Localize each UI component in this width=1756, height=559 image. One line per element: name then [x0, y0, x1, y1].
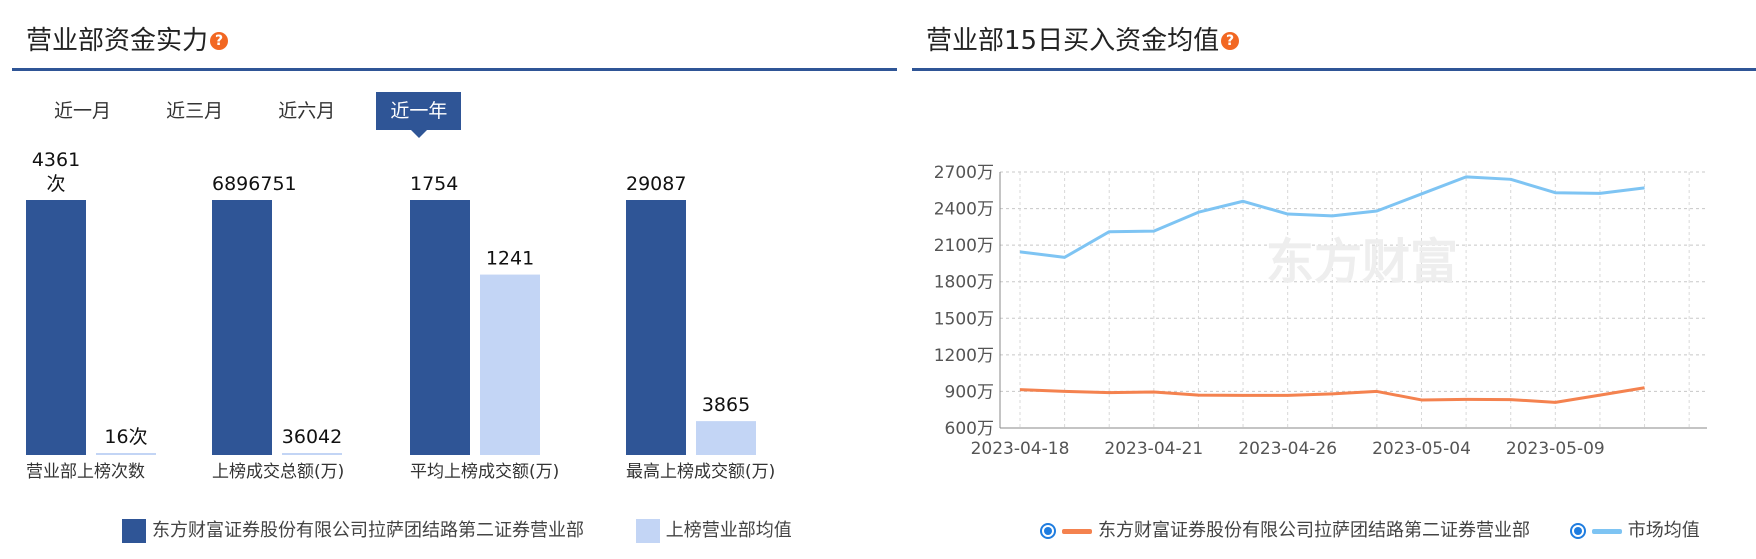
legend-label-branch: 东方财富证券股份有限公司拉萨团结路第二证券营业部: [152, 520, 584, 541]
radio-icon[interactable]: [1040, 523, 1056, 539]
bar-legend: 东方财富证券股份有限公司拉萨团结路第二证券营业部 上榜营业部均值: [122, 516, 838, 543]
data-label-average: 16次: [104, 426, 147, 448]
line-chart: 600万 900万 1200万 1500万 1800万 2100万 2400万 2700万 20…: [934, 163, 1707, 459]
tab-1y[interactable]: 近一年: [376, 92, 462, 138]
tab-3m[interactable]: 近三月: [166, 100, 224, 122]
legend-label-average: 上榜营业部均值: [665, 520, 792, 541]
y-tick-label: 2700万: [934, 163, 994, 183]
radio-icon[interactable]: [1569, 523, 1586, 539]
buy-avg-panel: 营业部15日买入资金均值? 600万 900万 1200万 1500万 1800万 210…: [912, 0, 1756, 559]
x-tick-label: 2023-04-26: [1238, 439, 1337, 459]
panel-title-text: 营业部资金实力: [26, 26, 209, 56]
data-label-branch: 29087: [626, 173, 686, 195]
legend-swatch-average: [635, 519, 660, 543]
x-tick-label: 2023-04-18: [971, 439, 1070, 459]
panel-header: 营业部资金实力?: [12, 18, 897, 71]
bar-branch: [626, 200, 686, 455]
legend-label-market-line: 市场均值: [1627, 520, 1700, 541]
data-label-average: 1241: [486, 248, 534, 270]
panel-title: 营业部资金实力?: [26, 20, 229, 57]
tab-1m[interactable]: 近一月: [54, 100, 112, 122]
period-tabs: 近一月 近三月 近六月 近一年: [40, 92, 483, 138]
x-tick-label: 2023-05-09: [1506, 439, 1605, 459]
bar-average: [282, 453, 342, 455]
y-tick-label: 1800万: [934, 273, 994, 293]
bar-branch: [410, 200, 470, 455]
bar-average: [696, 421, 756, 455]
legend-line-branch: [1062, 528, 1092, 534]
funds-strength-panel: 营业部资金实力? 近一月 近三月 近六月 近一年 4361 次 16次营业部上榜次数…: [12, 0, 897, 559]
legend-item-branch[interactable]: 东方财富证券股份有限公司拉萨团结路第二证券营业部: [122, 516, 584, 543]
category-label: 营业部上榜次数: [26, 462, 145, 482]
bar-branch: [212, 200, 272, 455]
x-tick-label: 2023-05-04: [1372, 439, 1471, 459]
data-label-average: 36042: [282, 426, 342, 448]
tab-6m[interactable]: 近六月: [278, 100, 336, 122]
series-line-branch: [1019, 386, 1645, 404]
y-tick-label: 600万: [945, 419, 994, 439]
x-tick-label: 2023-04-21: [1104, 439, 1203, 459]
y-tick-label: 900万: [945, 382, 994, 402]
category-label: 最高上榜成交额(万): [626, 462, 775, 482]
panel-title-text: 营业部15日买入资金均值: [926, 26, 1220, 56]
y-tick-label: 2100万: [934, 236, 994, 256]
data-label-branch: 1754: [410, 173, 458, 195]
category-label: 平均上榜成交额(万): [410, 462, 559, 482]
legend-swatch-branch: [122, 519, 146, 543]
y-tick-label: 1500万: [934, 309, 994, 329]
data-label-branch: 次: [46, 173, 65, 195]
data-label-branch: 4361: [32, 149, 80, 171]
data-label-branch: 6896751: [212, 173, 297, 195]
y-tick-label: 2400万: [934, 200, 994, 220]
y-tick-label: 1200万: [934, 346, 994, 366]
legend-item-average[interactable]: 上榜营业部均值: [635, 516, 792, 543]
help-icon[interactable]: ?: [1221, 32, 1240, 50]
legend-line-market: [1591, 528, 1622, 534]
watermark-text: 东方财富: [1266, 234, 1458, 290]
bar-branch: [26, 200, 86, 455]
legend-item-market-line[interactable]: 市场均值: [1569, 516, 1700, 542]
help-icon[interactable]: ?: [210, 32, 229, 50]
bar-average: [480, 274, 540, 455]
legend-label-branch-line: 东方财富证券股份有限公司拉萨团结路第二证券营业部: [1098, 520, 1530, 541]
category-label: 上榜成交总额(万): [212, 462, 344, 482]
data-label-average: 3865: [702, 394, 750, 416]
line-legend: 东方财富证券股份有限公司拉萨团结路第二证券营业部 市场均值: [1040, 516, 1746, 542]
panel-title: 营业部15日买入资金均值?: [926, 20, 1240, 57]
bar-average: [96, 453, 156, 455]
legend-item-branch-line[interactable]: 东方财富证券股份有限公司拉萨团结路第二证券营业部: [1040, 516, 1530, 542]
series-line-market: [1019, 175, 1645, 259]
panel-header: 营业部15日买入资金均值?: [912, 18, 1756, 71]
